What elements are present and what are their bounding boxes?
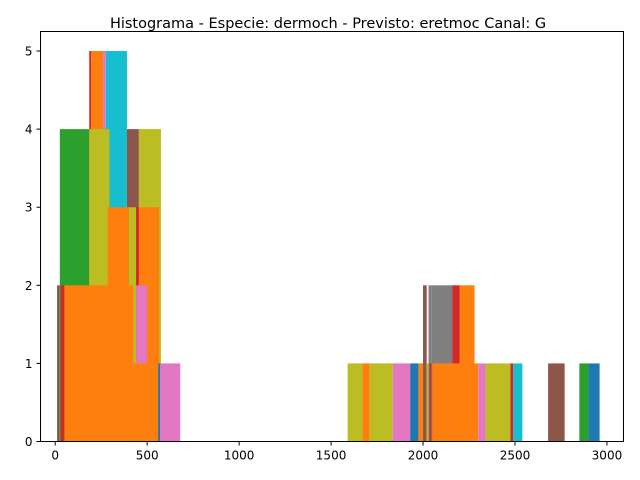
- histogram-bar: [432, 363, 479, 442]
- histogram-bar: [57, 285, 60, 442]
- x-tick-label: 0: [51, 449, 59, 463]
- x-tick-label: 3000: [592, 449, 623, 463]
- histogram-bar: [160, 363, 181, 442]
- histogram-bar: [369, 363, 393, 442]
- y-tick-label: 2: [25, 279, 33, 293]
- histogram-bar: [579, 363, 589, 442]
- bars-group: [57, 51, 600, 442]
- x-tick-label: 500: [136, 449, 159, 463]
- x-tick-label: 2000: [408, 449, 439, 463]
- histogram-bar: [392, 363, 411, 442]
- histogram-bar: [510, 363, 514, 442]
- y-tick-label: 4: [25, 123, 33, 137]
- histogram-bar: [548, 363, 565, 442]
- histogram-bar: [478, 363, 486, 442]
- y-tick-label: 1: [25, 357, 33, 371]
- histogram-bar: [64, 285, 134, 442]
- histogram-bar: [588, 363, 600, 442]
- histogram-bar: [485, 363, 511, 442]
- histogram-bar: [362, 363, 370, 442]
- y-tick-label: 3: [25, 201, 33, 215]
- x-tick-label: 1500: [316, 449, 347, 463]
- plot-frame: [40, 31, 624, 442]
- histogram-bar: [347, 363, 363, 442]
- histogram-bar: [513, 363, 523, 442]
- histogram-bar: [426, 363, 430, 442]
- y-axis: 0 1 2 3 4 5: [25, 45, 41, 449]
- x-tick-label: 2500: [500, 449, 531, 463]
- y-tick-label: 0: [25, 435, 33, 449]
- y-tick-label: 5: [25, 45, 33, 59]
- histogram-bar: [410, 363, 419, 442]
- histogram-bar: [133, 363, 161, 442]
- histogram-bar: [423, 285, 427, 442]
- histogram-bar: [60, 285, 65, 442]
- chart-title: Histograma - Especie: dermoch - Previsto…: [110, 16, 546, 32]
- x-tick-label: 1000: [224, 449, 255, 463]
- histogram-bar: [418, 363, 424, 442]
- histogram-bar: [429, 363, 433, 442]
- x-axis: 0 500 1000 1500 2000 2500 3000: [51, 441, 623, 463]
